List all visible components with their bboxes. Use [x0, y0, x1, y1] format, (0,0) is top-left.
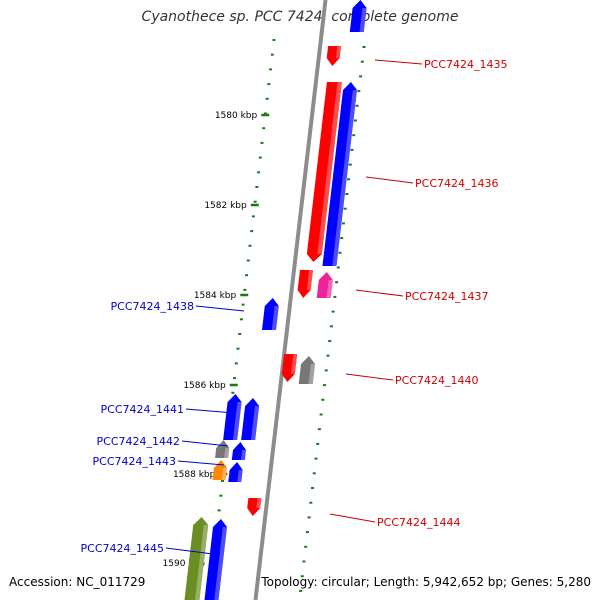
- dotted-scale-track-right: [299, 46, 366, 592]
- scale-tick-label: 1584 kbp: [194, 291, 237, 301]
- gene-1442b[interactable]: [231, 442, 246, 460]
- gene-1440-gray[interactable]: [298, 356, 316, 384]
- gene-label-text: PCC7424_1445: [81, 542, 164, 555]
- gene-1441a[interactable]: [223, 394, 242, 440]
- gene-1440[interactable]: [281, 354, 298, 382]
- gene-label-text: PCC7424_1436: [415, 177, 498, 190]
- gene-1436-rev[interactable]: [322, 82, 357, 266]
- backbone-line: [253, 0, 328, 600]
- gene-1443a[interactable]: [212, 460, 227, 480]
- gene-1441b[interactable]: [241, 398, 260, 440]
- gene-label-text: PCC7424_1444: [377, 516, 460, 529]
- topology-summary: Topology: circular; Length: 5,942,652 bp…: [261, 575, 591, 589]
- scale-tick-label: 1582 kbp: [204, 201, 247, 211]
- scale-tick-label: 1580 kbp: [215, 111, 258, 121]
- gene-label-pcc7424-1440[interactable]: PCC7424_1440: [345, 373, 478, 387]
- gene-label-text: PCC7424_1440: [395, 374, 478, 387]
- gene-1445b[interactable]: [204, 519, 228, 600]
- gene-label-text: PCC7424_1437: [405, 290, 488, 303]
- gene-label-text: PCC7424_1442: [97, 435, 180, 448]
- gene-1442a[interactable]: [215, 440, 230, 458]
- gene-label-pcc7424-1443[interactable]: PCC7424_1443: [93, 455, 225, 468]
- gene-label-pcc7424-1445[interactable]: PCC7424_1445: [81, 542, 214, 555]
- gene-1445a[interactable]: [184, 517, 209, 600]
- genome-backbone: [253, 0, 328, 600]
- gene-label-text: PCC7424_1438: [111, 300, 194, 313]
- gene-label-pcc7424-1444[interactable]: PCC7424_1444: [329, 513, 460, 529]
- gene-1444[interactable]: [247, 498, 262, 516]
- gene-label-text: PCC7424_1443: [93, 455, 176, 468]
- gene-1437-mag[interactable]: [316, 272, 333, 298]
- gene-top-blue[interactable]: [349, 0, 367, 32]
- gene-1435[interactable]: [326, 46, 342, 66]
- gene-label-pcc7424-1438[interactable]: PCC7424_1438: [111, 300, 245, 313]
- genome-title: Cyanothece sp. PCC 7424, complete genome: [141, 9, 459, 25]
- gene-label-text: PCC7424_1435: [424, 58, 507, 71]
- scale-tick-label: 1588 kbp: [173, 470, 216, 480]
- gene-label-pcc7424-1435[interactable]: PCC7424_1435: [374, 58, 507, 71]
- gene-1437[interactable]: [297, 270, 313, 298]
- gene-1436[interactable]: [306, 82, 342, 262]
- scale-tick-label: 1590 kbp: [163, 559, 206, 569]
- gene-label-pcc7424-1441[interactable]: PCC7424_1441: [101, 403, 235, 416]
- gene-label-callouts: PCC7424_1435 PCC7424_1436 PCC7424_1437 PCC7…: [81, 58, 508, 555]
- gene-label-pcc7424-1436[interactable]: PCC7424_1436: [365, 176, 498, 190]
- gene-1443b[interactable]: [228, 462, 243, 482]
- scale-tick-label: 1586 kbp: [183, 381, 226, 391]
- accession-text: Accession: NC_011729: [9, 575, 146, 589]
- gene-label-pcc7424-1442[interactable]: PCC7424_1442: [97, 435, 229, 448]
- gene-features: [184, 0, 367, 600]
- gene-1438[interactable]: [261, 298, 279, 330]
- gene-label-pcc7424-1437[interactable]: PCC7424_1437: [355, 289, 488, 303]
- gene-label-text: PCC7424_1441: [101, 403, 184, 416]
